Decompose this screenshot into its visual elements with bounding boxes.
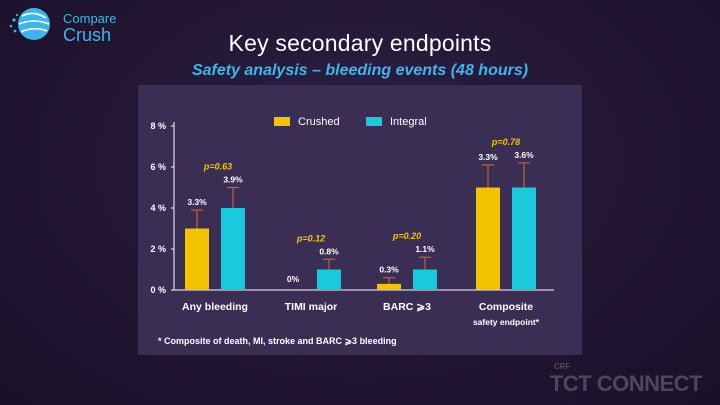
p-value-label: p=0.63 [203,162,232,172]
crf-text: CRF [553,362,571,371]
legend-swatch-integral [366,117,382,126]
bar-integral [317,269,341,290]
y-tick-label: 0 % [150,285,166,295]
p-value-label: p=0.12 [296,233,325,243]
bar-integral [221,208,245,290]
p-value-label: p=0.78 [491,137,520,147]
logo-text-compare: Compare [63,11,117,26]
x-category-label: BARC ⩾3 [383,301,431,313]
y-tick-label: 2 % [150,244,166,254]
y-tick-label: 6 % [150,162,166,172]
bar-integral [512,187,536,290]
x-category-label: Composite [479,301,533,313]
logo-text-crush: Crush [63,25,112,45]
y-tick-label: 4 % [150,203,166,213]
data-label: 0.3% [379,265,399,275]
data-label: 0.8% [319,246,339,256]
data-label: 0% [287,274,300,284]
legend-label-crushed: Crushed [298,116,340,128]
legend-swatch-crushed [274,117,290,126]
tct-connect-brand: CRF TCT CONNECT [549,362,703,397]
chart-panel: 0 % 2 % 4 % 6 % 8 % Crushed Integral 3.3% 3.9% p=… [138,85,582,355]
bar-crushed [185,228,209,290]
data-label: 3.3% [187,197,207,207]
y-tick-label: 8 % [150,121,166,131]
comparecrush-logo: Compare Crush [8,6,118,45]
data-label: 1.1% [415,244,435,254]
slide-subtitle: Safety analysis – bleeding events (48 ho… [191,62,529,79]
x-category-label: TIMI major [285,301,338,313]
chart-footnote: * Composite of death, MI, stroke and BAR… [158,336,397,346]
x-category-sublabel: safety endpoint* [473,317,540,327]
legend-label-integral: Integral [390,116,427,128]
tct-connect-text: TCT CONNECT [549,371,703,396]
data-label: 3.9% [223,175,243,185]
data-label: 3.3% [478,152,498,162]
logo-globe-icon [9,8,50,40]
bar-integral [413,269,437,290]
bar-chart: 0 % 2 % 4 % 6 % 8 % Crushed Integral 3.3% 3.9% p=… [150,116,554,346]
bar-crushed [476,187,500,290]
slide-title: Key secondary endpoints [228,30,492,56]
bar-crushed [377,283,401,290]
x-category-label: Any bleeding [182,301,248,313]
data-label: 3.6% [514,150,534,160]
p-value-label: p=0.20 [392,231,421,241]
